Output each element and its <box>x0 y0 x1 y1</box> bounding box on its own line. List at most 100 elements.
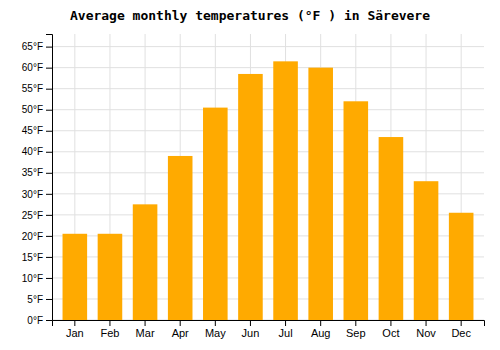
bar <box>63 234 88 320</box>
y-grid-line <box>52 151 484 152</box>
y-grid-line <box>52 88 484 89</box>
y-tick-mark <box>46 152 52 153</box>
x-tick: Jul <box>279 320 293 339</box>
x-tick: Dec <box>451 320 471 339</box>
y-tick: 25°F <box>22 210 52 221</box>
y-tick-mark <box>46 47 52 48</box>
y-tick-mark <box>46 89 52 90</box>
y-tick: 55°F <box>22 83 52 94</box>
x-tick-label: Dec <box>451 327 471 339</box>
y-tick-mark <box>46 320 52 321</box>
y-tick: 15°F <box>22 252 52 263</box>
x-tick-label: Jan <box>66 327 84 339</box>
y-axis: 0°F 5°F 10°F 15°F 20°F 25°F 30°F 35°F 40°F 45°F 50… <box>22 35 53 326</box>
x-tick: May <box>205 320 226 339</box>
y-tick-label: 45°F <box>22 125 43 136</box>
x-tick-label: Oct <box>382 327 399 339</box>
y-tick: 10°F <box>22 273 52 284</box>
x-tick-label: Mar <box>136 327 155 339</box>
y-tick-label: 55°F <box>22 83 43 94</box>
y-tick-mark <box>46 236 52 237</box>
y-tick-label: 25°F <box>22 210 43 221</box>
x-tick-mark <box>285 320 286 326</box>
y-tick-label: 20°F <box>22 231 43 242</box>
y-tick-mark <box>46 68 52 69</box>
chart-container: Jan Feb Mar Apr May Jun Jul Aug Sep Oct Nov Dec 0°F 5… <box>0 0 500 350</box>
x-tick: Nov <box>416 320 436 339</box>
chart-svg: Jan Feb Mar Apr May Jun Jul Aug Sep Oct Nov Dec 0°F 5… <box>0 0 500 350</box>
y-tick-label: 10°F <box>22 273 43 284</box>
bar <box>238 74 263 320</box>
y-tick: 5°F <box>27 294 52 305</box>
x-tick: Jan <box>66 320 84 339</box>
bar <box>414 181 439 320</box>
bar <box>344 101 369 320</box>
x-tick: Mar <box>136 320 155 339</box>
y-tick: 0°F <box>27 315 52 326</box>
x-tick-label: May <box>205 327 226 339</box>
bar <box>133 204 158 320</box>
y-tick-label: 60°F <box>22 62 43 73</box>
y-tick-label: 15°F <box>22 252 43 263</box>
y-grid-line <box>52 130 484 131</box>
y-tick-mark <box>46 131 52 132</box>
y-tick: 40°F <box>22 146 52 157</box>
y-tick: 20°F <box>22 231 52 242</box>
y-tick-mark <box>46 110 52 111</box>
x-tick-label: Aug <box>311 327 331 339</box>
x-tick-label: Nov <box>416 327 436 339</box>
y-tick-label: 50°F <box>22 104 43 115</box>
x-tick: Aug <box>311 320 331 339</box>
y-tick-mark <box>46 194 52 195</box>
x-tick: Sep <box>346 320 366 339</box>
x-tick-mark <box>426 320 427 326</box>
bar <box>98 234 123 320</box>
x-tick-label: Jul <box>279 327 293 339</box>
x-tick-mark <box>145 320 146 326</box>
y-tick-mark <box>46 257 52 258</box>
bars <box>63 61 474 320</box>
x-tick-mark <box>109 320 110 326</box>
x-tick-mark <box>180 320 181 326</box>
x-tick-mark <box>461 320 462 326</box>
x-tick: Oct <box>382 320 399 339</box>
y-tick: 60°F <box>22 62 52 73</box>
y-tick: 45°F <box>22 125 52 136</box>
bar <box>203 108 228 320</box>
grid <box>52 34 484 320</box>
y-grid-line <box>52 172 484 173</box>
x-tick-mark <box>390 320 391 326</box>
x-axis-line <box>53 321 485 327</box>
x-tick-mark <box>320 320 321 326</box>
x-tick-mark <box>355 320 356 326</box>
x-tick-label: Feb <box>100 327 119 339</box>
y-tick-label: 30°F <box>22 189 43 200</box>
y-tick-label: 40°F <box>22 146 43 157</box>
y-tick-label: 5°F <box>27 294 43 305</box>
plot-area: Jan Feb Mar Apr May Jun Jul Aug Sep Oct Nov Dec 0°F 5… <box>22 34 485 339</box>
x-tick-label: Apr <box>172 327 189 339</box>
x-tick: Feb <box>100 320 119 339</box>
y-grid-line <box>52 109 484 110</box>
x-tick-label: Jun <box>242 327 260 339</box>
y-tick: 35°F <box>22 167 52 178</box>
y-grid-line <box>52 46 484 47</box>
bar <box>449 213 474 320</box>
y-tick-label: 65°F <box>22 41 43 52</box>
y-axis-line <box>46 35 53 321</box>
y-tick-label: 0°F <box>27 315 43 326</box>
y-grid-line <box>52 67 484 68</box>
y-tick: 50°F <box>22 104 52 115</box>
y-tick: 65°F <box>22 41 52 52</box>
y-tick: 30°F <box>22 189 52 200</box>
y-tick-label: 35°F <box>22 167 43 178</box>
y-tick-mark <box>46 215 52 216</box>
x-tick-label: Sep <box>346 327 366 339</box>
x-tick: Jun <box>242 320 260 339</box>
bar <box>308 68 333 320</box>
bar <box>168 156 193 320</box>
chart-title: Average monthly temperatures (°F ) in Sä… <box>70 8 430 23</box>
x-axis: Jan Feb Mar Apr May Jun Jul Aug Sep Oct Nov Dec <box>53 320 485 339</box>
x-tick-mark <box>215 320 216 326</box>
bar <box>273 61 298 320</box>
